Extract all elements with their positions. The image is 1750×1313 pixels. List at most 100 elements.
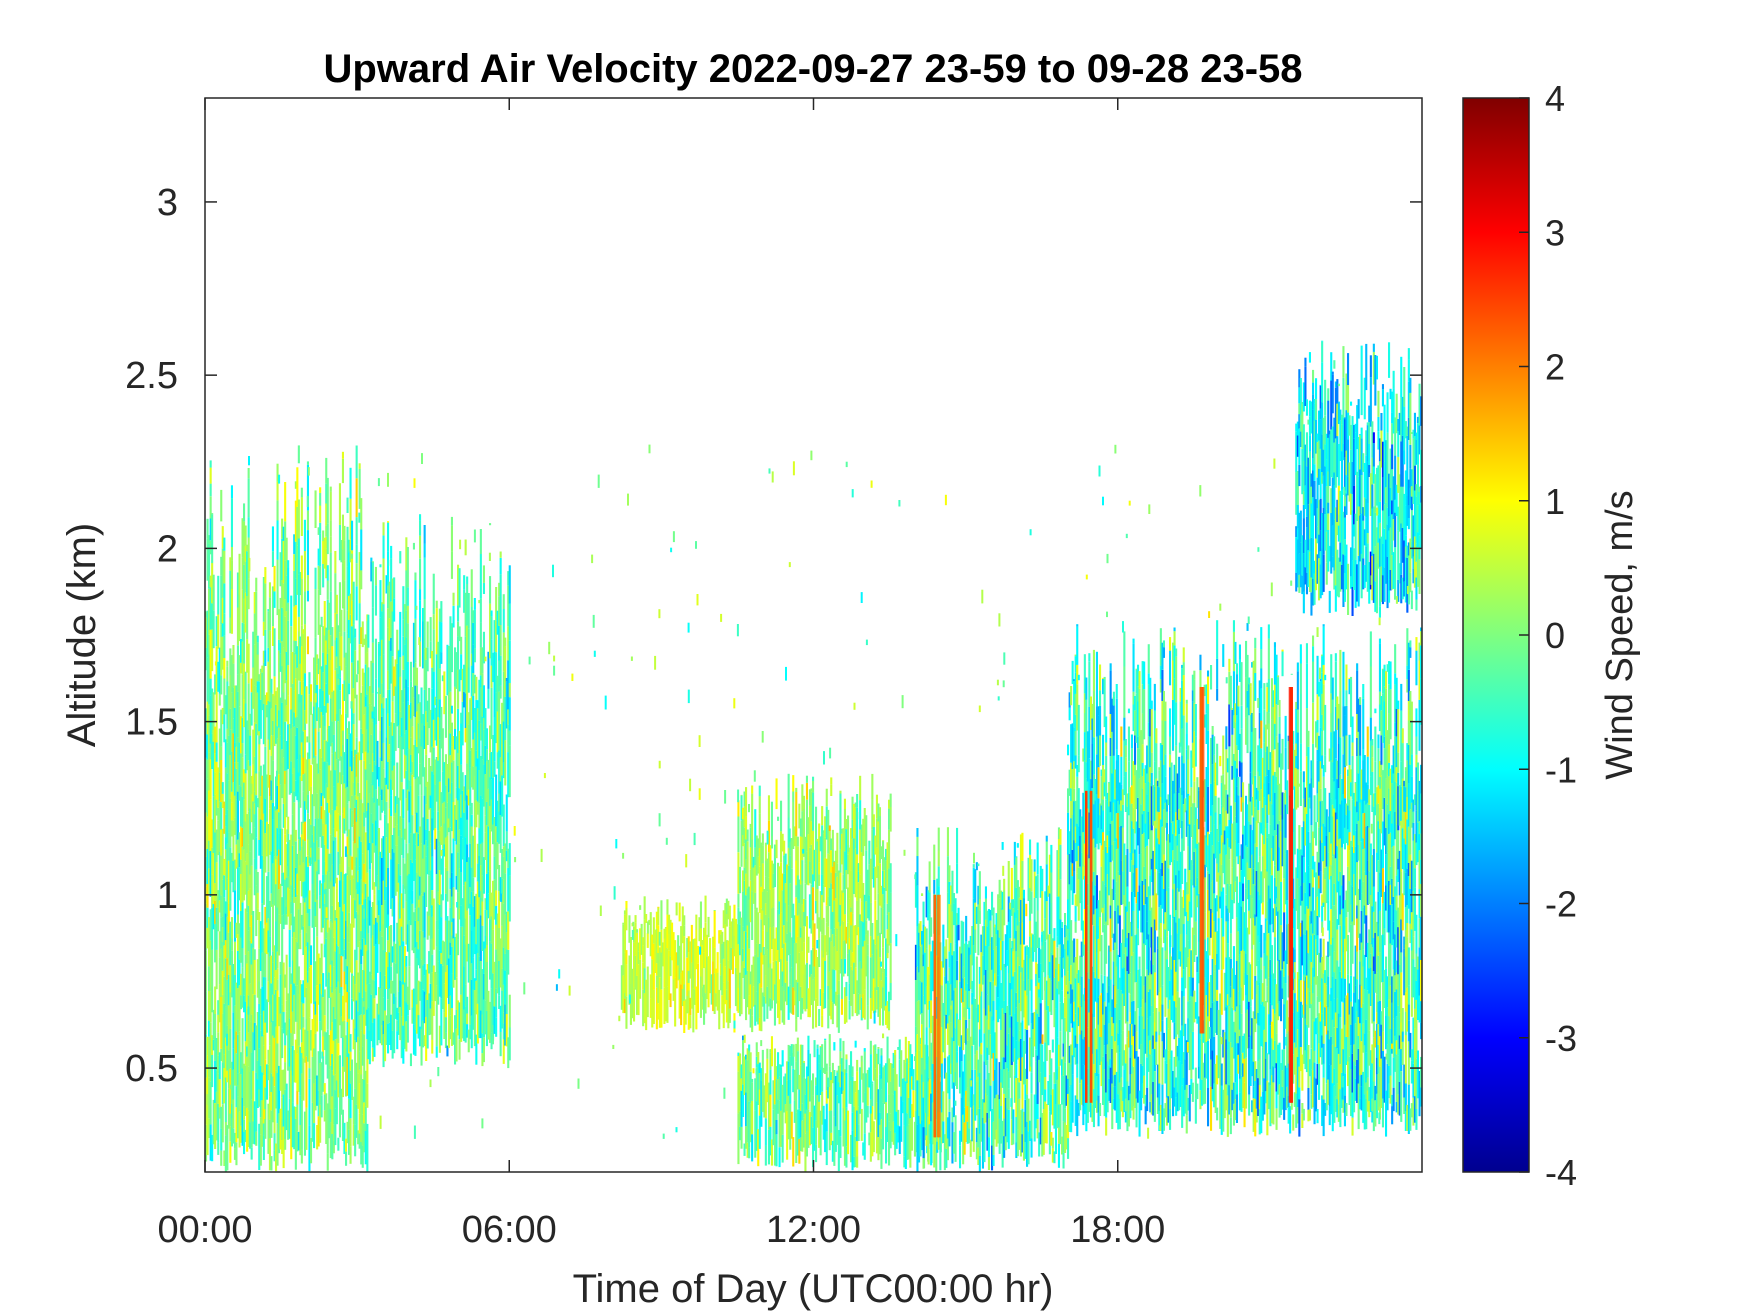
heat-cell bbox=[294, 938, 297, 986]
heat-cell bbox=[338, 829, 341, 865]
heat-cell bbox=[481, 798, 484, 843]
heat-cell bbox=[469, 750, 472, 768]
heat-cell bbox=[393, 993, 396, 1004]
heat-cell bbox=[502, 762, 505, 779]
heat-cell bbox=[946, 892, 949, 938]
heat-cell bbox=[299, 776, 302, 808]
heat-cell bbox=[818, 1101, 821, 1148]
heat-cell bbox=[236, 1096, 239, 1139]
heat-cell bbox=[411, 815, 414, 863]
heat-cell bbox=[208, 588, 211, 635]
heat-cell bbox=[400, 837, 403, 855]
heat-cell bbox=[284, 742, 287, 771]
heat-cell bbox=[325, 483, 328, 504]
heat-cell bbox=[388, 726, 391, 745]
heat-cell bbox=[843, 809, 846, 852]
heat-cell bbox=[766, 986, 769, 1019]
heat-cell bbox=[454, 1015, 457, 1065]
heat-cell bbox=[308, 672, 311, 684]
heat-cell bbox=[457, 939, 460, 956]
heat-cell bbox=[1045, 901, 1048, 940]
heat-cell bbox=[306, 510, 309, 530]
heat-cell bbox=[980, 1054, 983, 1098]
heat-cell bbox=[215, 862, 218, 883]
heat-cell bbox=[402, 586, 405, 620]
heat-cell bbox=[402, 1047, 405, 1064]
heat-cell bbox=[217, 1014, 220, 1033]
heat-cell bbox=[226, 1070, 229, 1083]
heat-cell bbox=[297, 966, 300, 994]
heat-cell bbox=[293, 534, 296, 555]
heat-cell bbox=[399, 945, 402, 981]
heat-cell bbox=[822, 957, 825, 993]
heat-cell bbox=[894, 1050, 897, 1055]
heat-cell bbox=[922, 1127, 925, 1159]
heat-cell bbox=[1045, 841, 1048, 865]
heat-cell bbox=[804, 863, 807, 884]
heat-cell bbox=[300, 984, 303, 1003]
heat-cell bbox=[764, 860, 767, 877]
heat-cell bbox=[284, 599, 287, 617]
heat-cell bbox=[279, 552, 282, 587]
heat-cell bbox=[328, 648, 331, 695]
heat-cell bbox=[754, 1005, 757, 1026]
heat-cell bbox=[669, 993, 672, 1008]
heat-cell bbox=[438, 830, 441, 842]
heat-cell bbox=[299, 850, 302, 866]
heat-cell bbox=[271, 1020, 274, 1036]
heat-cell bbox=[290, 709, 293, 729]
heat-cell bbox=[718, 989, 721, 1030]
heat-cell bbox=[764, 1118, 767, 1146]
heat-cell bbox=[265, 876, 268, 923]
heat-cell bbox=[334, 640, 337, 671]
heat-cell bbox=[208, 535, 211, 544]
heat-cell bbox=[425, 1016, 428, 1061]
heat-cell bbox=[892, 1068, 895, 1095]
heat-cell bbox=[403, 1000, 406, 1049]
heat-cell bbox=[238, 569, 241, 595]
heat-cell bbox=[294, 578, 297, 606]
heat-cell bbox=[804, 836, 807, 864]
heat-cell bbox=[862, 922, 865, 947]
heat-cell bbox=[306, 590, 309, 602]
heat-cell bbox=[467, 724, 470, 772]
heat-cell bbox=[472, 673, 475, 696]
heat-cell bbox=[391, 898, 394, 917]
heat-cell bbox=[276, 1073, 279, 1124]
heat-cell bbox=[721, 931, 724, 944]
heat-cell bbox=[361, 875, 364, 894]
heat-cell bbox=[287, 620, 290, 666]
heat-cell bbox=[241, 948, 244, 968]
heat-cell bbox=[952, 990, 955, 1042]
heat-cell bbox=[760, 842, 763, 887]
heat-cell bbox=[437, 903, 440, 930]
heat-cell bbox=[397, 941, 400, 992]
heat-cell bbox=[754, 1078, 757, 1110]
heat-cell bbox=[287, 665, 290, 696]
heat-cell bbox=[954, 943, 957, 988]
heat-cell bbox=[764, 842, 767, 846]
heat-cell bbox=[348, 539, 351, 553]
heat-cell bbox=[313, 826, 316, 843]
heat-cell bbox=[285, 1083, 288, 1131]
heat-cell bbox=[244, 671, 247, 704]
heat-cell bbox=[223, 1003, 226, 1055]
heat-cell bbox=[405, 755, 408, 771]
heat-cell bbox=[769, 889, 772, 928]
heat-cell bbox=[303, 551, 306, 592]
heat-cell bbox=[384, 1010, 387, 1037]
heat-cell bbox=[441, 803, 444, 849]
heat-cell bbox=[232, 820, 235, 861]
heat-cell bbox=[952, 1132, 955, 1154]
heat-cell bbox=[775, 1066, 778, 1080]
heat-cell bbox=[341, 995, 344, 1022]
heat-cell bbox=[504, 914, 507, 954]
heat-cell bbox=[417, 723, 420, 754]
heat-cell bbox=[408, 822, 411, 844]
heat-cell bbox=[337, 674, 340, 722]
heat-cell bbox=[825, 788, 828, 807]
heat-cell bbox=[314, 728, 317, 756]
heat-cell bbox=[428, 758, 431, 810]
heat-cell bbox=[329, 1109, 332, 1123]
heat-cell bbox=[233, 859, 236, 891]
